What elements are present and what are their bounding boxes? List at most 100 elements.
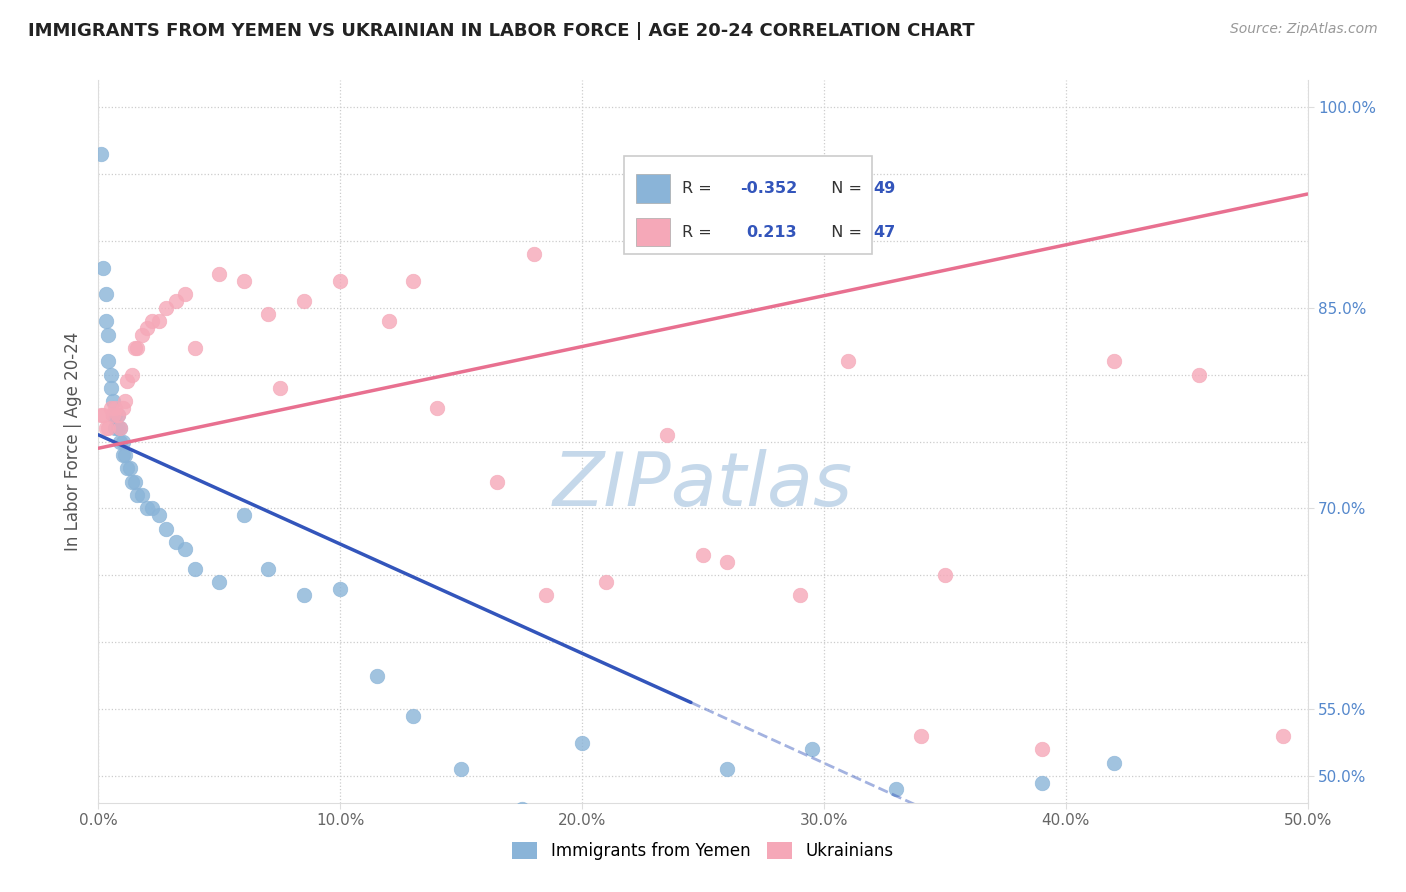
Point: [91, 260, 114, 275]
Point: [1102, 354, 1125, 368]
Point: [402, 274, 425, 288]
Point: [111, 448, 134, 462]
Point: [100, 368, 122, 382]
Point: [121, 475, 143, 489]
Point: [108, 434, 131, 449]
Point: [135, 501, 157, 516]
Point: [101, 408, 124, 422]
Point: [118, 461, 141, 475]
Point: [101, 408, 124, 422]
Point: [1031, 776, 1053, 790]
Point: [107, 408, 129, 422]
Y-axis label: In Labor Force | Age 20-24: In Labor Force | Age 20-24: [65, 332, 83, 551]
Point: [377, 314, 399, 328]
Point: [402, 708, 425, 723]
Point: [957, 809, 980, 823]
Point: [165, 294, 187, 309]
Point: [269, 381, 291, 395]
Point: [174, 541, 197, 556]
Point: [571, 735, 593, 749]
Point: [232, 508, 254, 523]
Point: [155, 301, 177, 315]
Point: [131, 327, 153, 342]
Point: [256, 562, 278, 576]
Point: [1031, 742, 1053, 756]
Point: [1102, 756, 1125, 770]
Point: [232, 274, 254, 288]
Point: [886, 782, 908, 797]
Point: [135, 321, 157, 335]
Point: [329, 582, 352, 596]
Text: 0.213: 0.213: [747, 225, 797, 240]
Point: [837, 354, 859, 368]
Point: [165, 534, 187, 549]
Point: [184, 341, 207, 355]
Point: [789, 589, 811, 603]
Point: [100, 401, 122, 416]
Point: [104, 408, 127, 422]
Point: [450, 762, 472, 776]
Text: N =: N =: [821, 181, 868, 196]
FancyBboxPatch shape: [637, 174, 671, 203]
Point: [208, 575, 231, 590]
Point: [107, 421, 129, 435]
Point: [91, 408, 114, 422]
Point: [111, 401, 134, 416]
Text: ZIPatlas: ZIPatlas: [553, 449, 853, 521]
Point: [148, 314, 170, 328]
Point: [329, 274, 352, 288]
Point: [510, 803, 533, 817]
Text: IMMIGRANTS FROM YEMEN VS UKRAINIAN IN LABOR FORCE | AGE 20-24 CORRELATION CHART: IMMIGRANTS FROM YEMEN VS UKRAINIAN IN LA…: [28, 22, 974, 40]
Point: [366, 669, 388, 683]
Point: [104, 421, 127, 435]
Point: [90, 147, 112, 161]
Point: [127, 341, 149, 355]
Point: [148, 508, 170, 523]
Point: [155, 521, 177, 535]
Point: [94, 287, 117, 301]
Point: [716, 555, 738, 569]
Point: [534, 589, 557, 603]
Point: [692, 548, 714, 563]
Point: [111, 434, 134, 449]
Legend: Immigrants from Yemen, Ukrainians: Immigrants from Yemen, Ukrainians: [506, 835, 900, 867]
Point: [174, 287, 197, 301]
Text: N =: N =: [821, 225, 868, 240]
Point: [131, 488, 153, 502]
Point: [108, 421, 131, 435]
Text: R =: R =: [682, 181, 717, 196]
Point: [117, 461, 139, 475]
Point: [124, 475, 146, 489]
Point: [101, 394, 124, 409]
Point: [208, 268, 231, 282]
Point: [94, 421, 117, 435]
FancyBboxPatch shape: [624, 156, 872, 253]
Point: [97, 354, 120, 368]
Point: [1188, 368, 1211, 382]
Point: [90, 408, 112, 422]
Point: [292, 294, 315, 309]
Point: [100, 381, 122, 395]
Point: [114, 448, 136, 462]
Point: [141, 501, 163, 516]
Point: [108, 421, 131, 435]
Point: [256, 308, 278, 322]
Point: [141, 314, 163, 328]
Point: [107, 408, 129, 422]
Point: [104, 401, 127, 416]
Text: -0.352: -0.352: [741, 181, 797, 196]
Text: R =: R =: [682, 225, 717, 240]
Point: [292, 589, 315, 603]
FancyBboxPatch shape: [637, 218, 671, 246]
Point: [121, 368, 143, 382]
Point: [910, 729, 932, 743]
Point: [97, 421, 120, 435]
Point: [124, 341, 146, 355]
Text: 47: 47: [873, 225, 896, 240]
Point: [94, 314, 117, 328]
Point: [426, 401, 449, 416]
Point: [934, 568, 956, 582]
Point: [644, 815, 666, 830]
Point: [716, 762, 738, 776]
Point: [97, 327, 120, 342]
